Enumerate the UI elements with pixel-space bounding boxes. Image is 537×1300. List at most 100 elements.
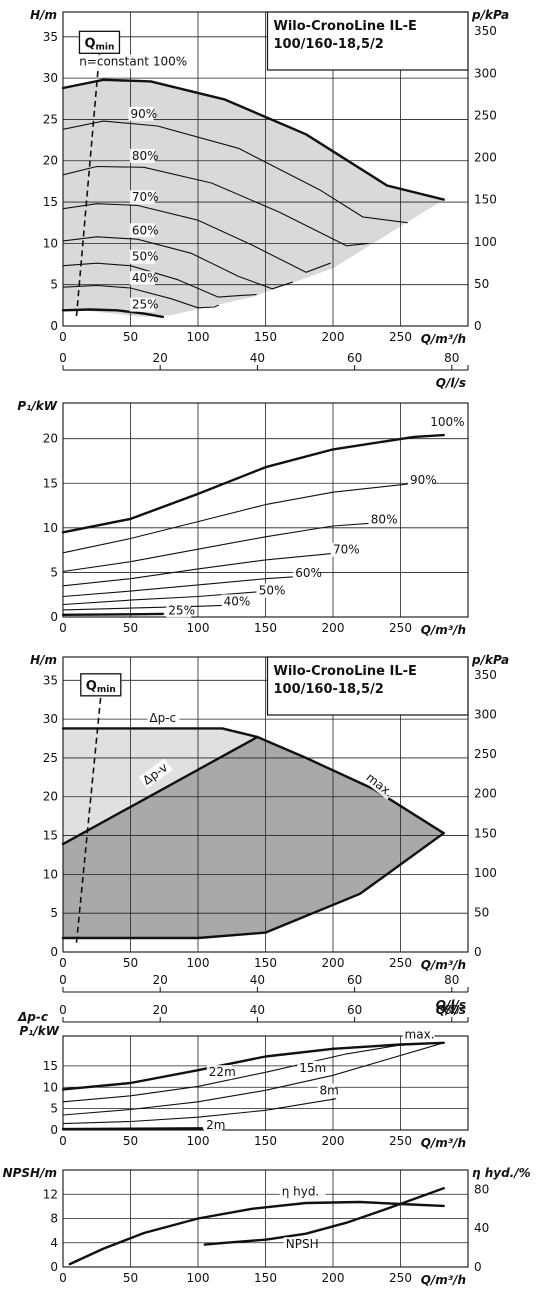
yr-tick-label: 0 — [474, 945, 482, 959]
chart-title-line: 100/160-18,5/2 — [274, 37, 384, 52]
y-tick-label: 25 — [43, 751, 58, 765]
chart-title-line: Wilo-CronoLine IL-E — [274, 19, 417, 34]
label-bg — [129, 249, 155, 264]
x-tick-label: 100 — [187, 330, 210, 344]
series-line-70- — [62, 553, 331, 587]
series-line-50- — [62, 591, 257, 606]
series-label: 25% — [132, 298, 159, 312]
x-tick-label: 150 — [254, 956, 277, 970]
label-bg — [279, 1184, 326, 1199]
series-label: n=constant 100% — [79, 55, 187, 69]
series-line-15m — [62, 1042, 445, 1116]
label-bg — [147, 711, 180, 726]
yr-tick-label: 80 — [474, 1182, 489, 1196]
yr-axis-title: p/kPa — [471, 8, 509, 22]
label-bg — [331, 542, 356, 557]
x-tick-label: 200 — [322, 1271, 345, 1285]
y-tick-label: 10 — [43, 1080, 58, 1094]
series-label: 50% — [132, 250, 159, 264]
series-line-22m — [62, 1042, 445, 1103]
series-label: 40% — [132, 271, 159, 285]
y-axis-title: H/m — [30, 8, 57, 22]
x-tick-label: 50 — [123, 1271, 138, 1285]
x-tick-label: 250 — [389, 1134, 412, 1148]
label-bg — [77, 54, 187, 69]
series-line-80- — [62, 165, 369, 247]
y-tick-label: 0 — [50, 319, 58, 333]
x-tick-label: 0 — [59, 621, 67, 635]
label-bg — [166, 603, 192, 618]
label-bg — [402, 1027, 435, 1042]
series-label: 40% — [224, 594, 251, 608]
series-label: 22m — [209, 1065, 236, 1079]
label-bg — [129, 190, 155, 205]
x-axis-title: Q/m³/h — [421, 623, 466, 637]
yr-tick-label: 100 — [474, 866, 497, 880]
y-tick-label: 8 — [50, 1212, 58, 1226]
label-bg — [129, 297, 155, 312]
chart-hq_speed: Wilo-CronoLine IL-E100/160-18,5/2Qminn=c… — [30, 8, 509, 390]
series-label: 70% — [333, 543, 360, 557]
label-bg — [129, 223, 155, 238]
label-bg — [293, 565, 319, 580]
x-tick-label: 50 — [123, 1134, 138, 1148]
yr-axis-title: p/kPa — [471, 653, 509, 667]
yr-axis-title: η hyd./% — [472, 1166, 531, 1180]
x-tick-label: 200 — [322, 1134, 345, 1148]
x-tick-label: 0 — [59, 1271, 67, 1285]
y-tick-label: 15 — [43, 195, 58, 209]
x-tick-label: 100 — [187, 1134, 210, 1148]
label-bg — [204, 1118, 223, 1133]
qmin-box — [80, 673, 122, 697]
yr-tick-label: 40 — [474, 1221, 489, 1235]
x-axis-title: Q/m³/h — [421, 958, 466, 972]
x2-tick-label: 0 — [59, 351, 67, 365]
y-tick-label: 20 — [43, 432, 58, 446]
series-label: 60% — [132, 223, 159, 237]
x2-tick-label: 60 — [347, 1003, 362, 1017]
x-axis-title: Q/m³/h — [421, 1273, 466, 1287]
label-bg — [129, 271, 155, 286]
plot-frame — [62, 402, 469, 618]
x2-axis-title: Q/l/s — [436, 376, 466, 390]
x-axis-title: Q/m³/h — [421, 1136, 466, 1150]
x2-tick-label: 80 — [444, 1003, 459, 1017]
qmin-box — [78, 30, 121, 54]
series-line-max- — [256, 735, 445, 835]
title-box — [266, 656, 469, 716]
yr-tick-label: 350 — [474, 668, 497, 682]
series-label: 90% — [410, 473, 437, 487]
series-line--p-v — [61, 735, 259, 846]
x-tick-label: 150 — [254, 330, 277, 344]
y-tick-label: 25 — [43, 112, 58, 126]
qmin-line — [75, 53, 101, 317]
x2-tick-label: 40 — [250, 1003, 265, 1017]
x2-tick-label: 80 — [444, 351, 459, 365]
label-bg — [128, 106, 154, 121]
x-tick-label: 0 — [59, 330, 67, 344]
plot-frame — [62, 11, 469, 327]
series-line-40- — [62, 284, 219, 309]
chart-title-line: Wilo-CronoLine IL-E — [274, 664, 417, 679]
chart-p1_speed: 100%90%80%70%60%50%40%25%0 50 100 150 200 250… — [17, 399, 469, 637]
series-label: η hyd. — [282, 1184, 320, 1198]
y-tick-label: 4 — [50, 1236, 58, 1250]
label-bg — [361, 768, 396, 800]
yr-tick-label: 50 — [474, 905, 489, 919]
chart-hq_modes: Wilo-CronoLine IL-E100/160-18,5/2QminΔp-… — [30, 653, 509, 1012]
label-bg — [368, 512, 394, 527]
x2-tick-label: 80 — [444, 973, 459, 987]
y-tick-label: 15 — [43, 829, 58, 843]
title-box — [266, 11, 469, 71]
x-tick-label: 200 — [322, 956, 345, 970]
yr-tick-label: 200 — [474, 151, 497, 165]
x-tick-label: 150 — [254, 1271, 277, 1285]
x2-tick-label: 20 — [153, 351, 168, 365]
series-label: 100% — [430, 415, 464, 429]
y-axis-title: Δp-c — [17, 1010, 48, 1024]
x2-tick-label: 0 — [59, 1003, 67, 1017]
series-line-60- — [62, 236, 294, 290]
series-line-8m — [62, 1098, 337, 1125]
